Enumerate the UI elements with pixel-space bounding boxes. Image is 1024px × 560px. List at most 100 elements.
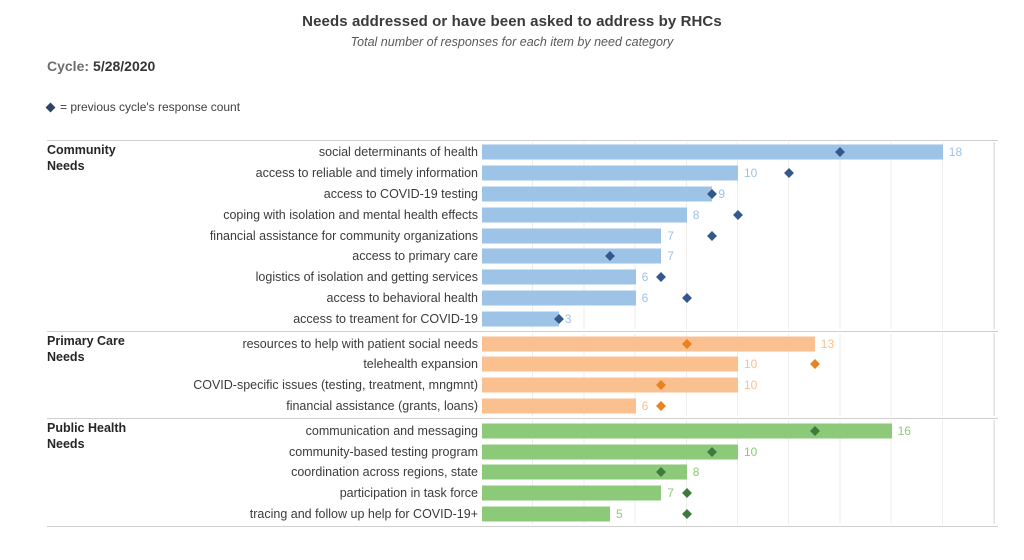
bar-track: 6 [482,266,995,288]
section-rows: communication and messaging 16 community-b… [177,420,998,525]
diamond-icon [45,102,56,112]
report-page: Needs addressed or have been asked to ad… [0,13,1024,560]
item-label: coping with isolation and mental health … [223,207,478,222]
item-label: access to primary care [352,249,478,264]
legend: = previous cycle's response count [45,100,1024,114]
chart-row: community-based testing program 10 [177,441,998,462]
bar-track: 10 [482,441,995,462]
category-label: Public Health Needs [47,421,127,451]
response-count-bar [482,248,662,264]
previous-count-diamond [656,401,667,411]
response-count-bar [482,186,713,202]
item-label: access to behavioral health [326,290,478,305]
item-label: communication and messaging [305,423,478,438]
bar-track: 8 [482,461,995,483]
chart-row: resources to help with patient social ne… [177,333,998,354]
chart-row: telehealth expansion 10 [177,353,998,375]
response-count-bar [482,444,738,460]
previous-count-diamond [681,508,692,519]
response-count-bar [482,144,943,160]
item-label: coordination across regions, state [291,465,478,480]
chart-row: social determinants of health 18 [177,142,998,163]
value-label: 13 [820,336,835,351]
previous-count-diamond [784,168,795,179]
value-label: 9 [718,186,726,201]
previous-count-diamond [809,359,820,370]
section-rows: social determinants of health 18 access to… [177,142,998,330]
item-label: community-based testing program [289,444,478,459]
item-label: access to reliable and timely informatio… [255,166,478,181]
value-label: 6 [641,398,649,413]
chart-subtitle: Total number of responses for each item … [350,35,674,49]
chart-row: financial assistance (grants, loans) 6 [177,395,998,417]
bar-track: 7 [482,245,995,267]
value-label: 10 [744,357,758,372]
value-label: 7 [667,228,674,243]
chart-section: Public Health Needs communication and mess… [47,418,998,526]
response-count-bar [482,165,738,181]
item-label: financial assistance for community organ… [209,228,478,243]
response-count-bar [482,228,662,244]
item-label: telehealth expansion [363,357,478,372]
bar-track: 16 [482,420,995,442]
bar-track: 8 [482,204,995,226]
chart-row: participation in task force 7 [177,482,998,504]
previous-count-diamond [656,272,667,283]
chart-row: coping with isolation and mental health … [177,204,998,226]
previous-count-diamond [681,293,692,303]
chart-row: access to reliable and timely informatio… [177,162,998,184]
chart-row: financial assistance for community organ… [177,225,998,246]
value-label: 3 [564,311,572,326]
bar-track: 13 [482,333,995,354]
category-label: Community Needs [47,143,116,173]
item-label: social determinants of health [318,145,478,160]
bar-chart: Community Needs social determinants of hea… [47,140,998,528]
item-label: financial assistance (grants, loans) [286,398,478,413]
value-label: 18 [948,145,963,160]
cycle-value: 5/28/2020 [93,58,156,74]
cycle-info: Cycle: 5/28/2020 [47,58,1024,74]
chart-row: logistics of isolation and getting servi… [177,266,998,288]
bar-track: 7 [482,482,995,504]
section-rows: resources to help with patient social ne… [177,333,998,417]
item-label: logistics of isolation and getting servi… [255,270,478,285]
previous-count-diamond [733,209,743,220]
legend-text: = previous cycle's response count [60,100,241,114]
chart-row: access to COVID-19 testing 9 [177,183,998,205]
value-label: 10 [744,378,758,393]
item-label: access to treament for COVID-19 [293,311,478,326]
bar-track: 6 [482,287,995,309]
previous-count-diamond [707,230,718,241]
bar-track: 18 [482,142,995,163]
value-label: 5 [616,506,623,521]
item-label: participation in task force [339,486,478,501]
bar-track: 10 [482,162,995,184]
chart-row: access to behavioral health 6 [177,287,998,309]
value-label: 7 [667,486,674,501]
cycle-label: Cycle: [47,58,90,74]
bar-track: 5 [482,503,995,525]
bar-track: 9 [482,183,995,205]
item-label: resources to help with patient social ne… [242,336,478,351]
previous-count-diamond [681,488,692,499]
item-label: tracing and follow up help for COVID-19+ [249,506,478,521]
response-count-bar [482,423,892,439]
bar-track: 6 [482,395,995,417]
bar-track: 10 [482,374,995,396]
value-label: 16 [897,423,911,438]
response-count-bar [482,290,636,306]
response-count-bar [482,269,636,285]
chart-row: COVID-specific issues (testing, treatmen… [177,374,998,396]
value-label: 10 [744,444,758,459]
response-count-bar [482,311,559,327]
chart-section: Primary Care Needs resources to help with … [47,331,998,418]
bar-track: 3 [482,308,995,330]
response-count-bar [482,506,610,522]
chart-title: Needs addressed or have been asked to ad… [302,13,722,30]
value-label: 7 [667,249,674,264]
chart-row: tracing and follow up help for COVID-19+… [177,503,998,525]
value-label: 10 [744,166,758,181]
response-count-bar [482,336,815,352]
value-label: 8 [692,465,700,480]
response-count-bar [482,464,687,480]
